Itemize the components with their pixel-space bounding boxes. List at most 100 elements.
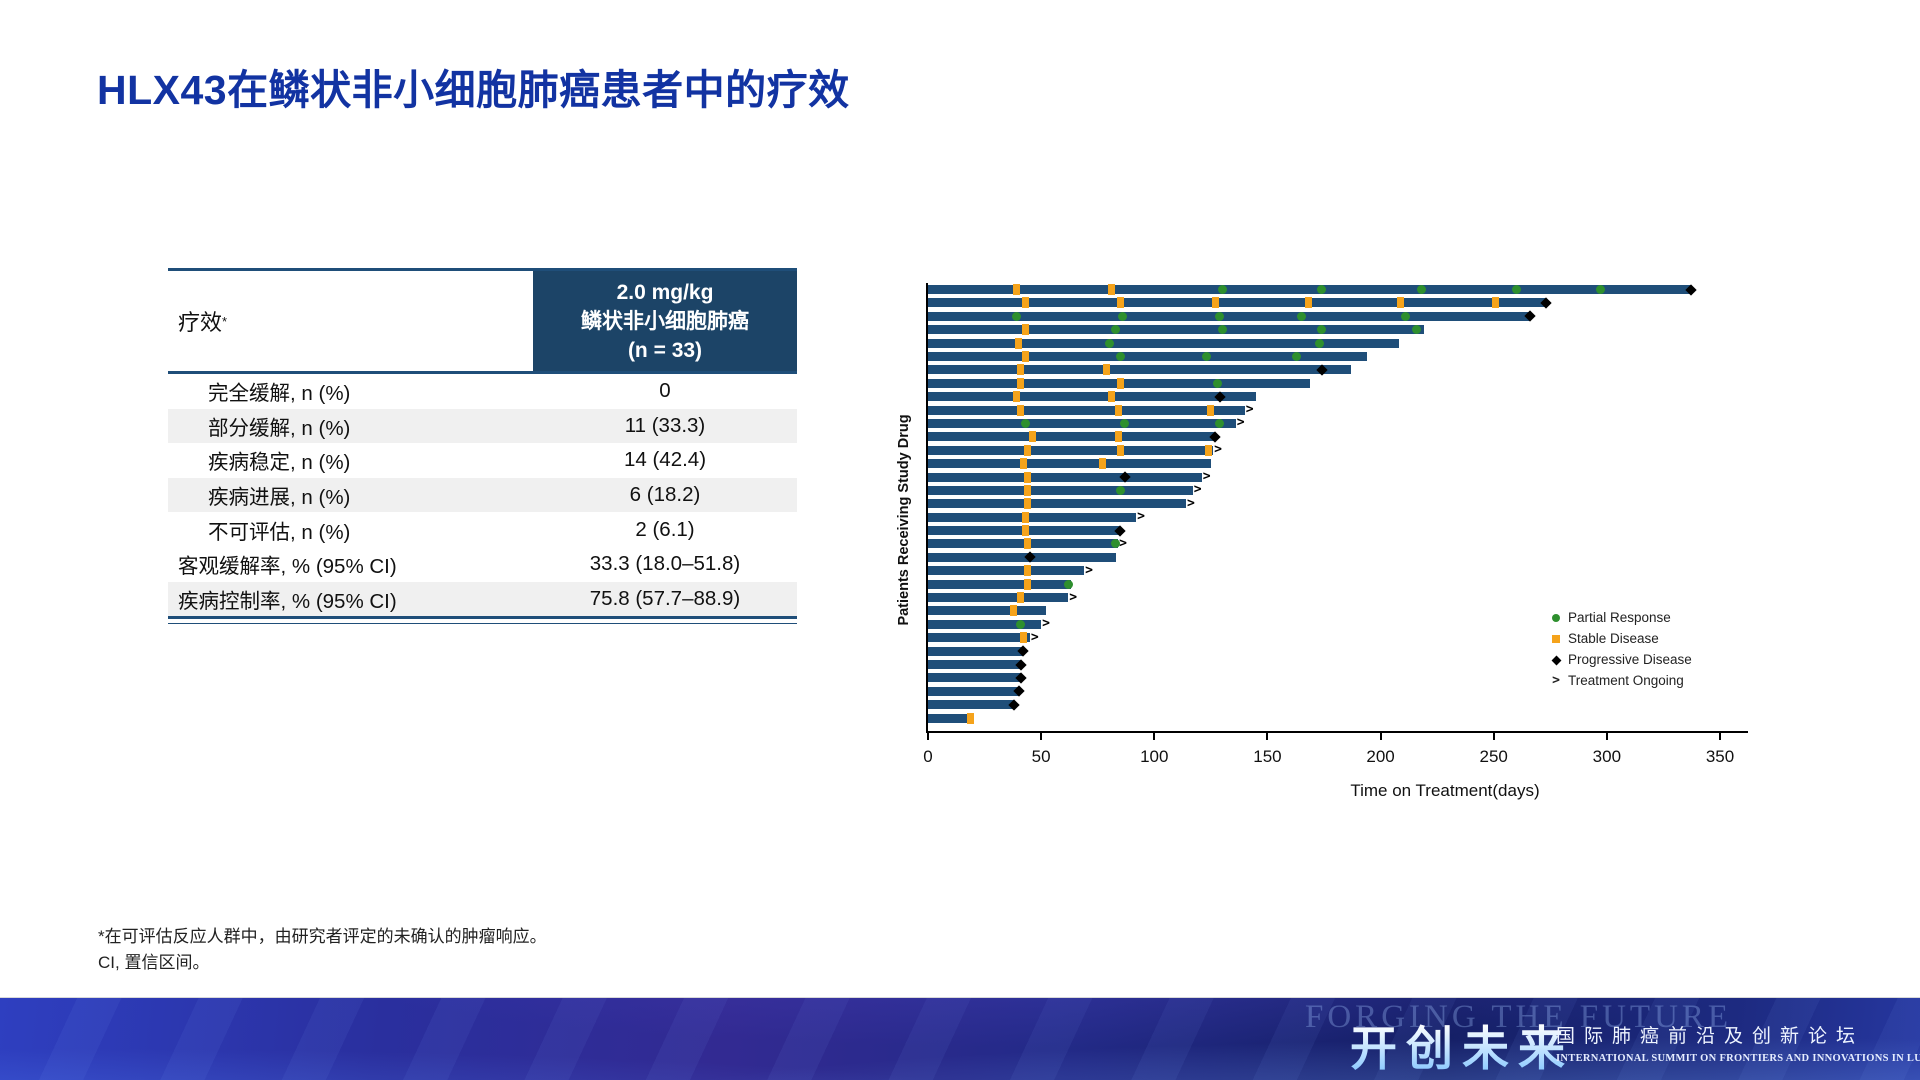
stable-disease-marker [1207,404,1215,416]
treatment-ongoing-arrow: > [1186,495,1195,511]
treatment-ongoing-arrow: > [1030,629,1039,645]
patient-bar-row [928,364,1365,376]
table-row-label: 完全缓解, n (%) [208,382,351,406]
patient-bar-row [928,390,1270,403]
treatment-bar [928,539,1119,549]
partial-response-marker [1217,325,1227,335]
treatment-ongoing-arrow: > [1193,482,1202,498]
partial-response-marker [1020,418,1030,428]
x-axis-title: Time on Treatment(days) [1350,781,1540,800]
conference-subtitle-cn: 国际肺癌前沿及创新论坛 [1556,1026,1865,1047]
treatment-ongoing-arrow: > [1245,402,1254,418]
table-bottom-border [168,616,797,620]
x-axis-tick-label: 350 [1705,747,1735,766]
stable-disease-marker [1116,377,1124,389]
partial-response-marker [1511,285,1521,294]
patient-bar-row [928,645,1037,657]
stable-disease-marker [1021,511,1029,523]
partial-response-marker [1416,285,1426,294]
table-row: 疾病控制率, % (95% CI) 75.8 (57.7–88.9) [168,581,797,617]
treatment-ongoing-arrow: > [1137,509,1145,525]
stable-disease-marker [1024,471,1032,483]
treatment-bar [928,593,1069,603]
chart-legend: Partial Response Stable Disease Progressiv… [1548,607,1692,691]
stable-disease-marker [1116,297,1124,309]
stable-disease-marker [1015,337,1022,349]
table-row: 疾病进展, n (%) 6 (18.2) [168,477,797,513]
table-row-label: 不可评估, n (%) [208,520,351,544]
stable-disease-marker [1021,525,1029,537]
patient-bar-row [928,350,1381,362]
partial-response-marker [1011,311,1021,321]
table-header-endpoint: 疗效 * [168,271,533,371]
patient-bar-row: > [928,562,1098,578]
stable-disease-marker [967,712,975,724]
partial-response-marker [1104,338,1114,348]
partial-response-marker [1063,579,1073,589]
page-title: HLX43在鳞状非小细胞肺癌患者中的疗效 [97,67,850,113]
table-header-dose-line-1: 2.0 mg/kg [616,280,714,304]
footnote-line-2: CI, 置信区间。 [98,953,210,972]
stable-disease-marker [1211,297,1219,309]
footer-banner [0,997,1920,1080]
treatment-ongoing-arrow: > [1236,415,1245,431]
patient-bar-row: > [928,482,1207,497]
partial-response-marker [1314,338,1324,348]
stable-disease-marker [1107,391,1115,403]
table-row: 客观缓解率, % (95% CI) 33.3 (18.0–51.8) [168,547,797,582]
stable-disease-marker [1024,498,1032,510]
conference-subtitle-en: INTERNATIONAL SUMMIT ON FRONTIERS AND IN… [1556,1053,1920,1064]
stable-disease-marker [1021,324,1029,336]
table-row-value: 6 (18.2) [629,483,701,507]
x-axis-tick-label: 0 [923,747,933,766]
treatment-ongoing-arrow: > [1085,562,1093,578]
x-axis-tick [1492,733,1495,740]
treatment-bar [928,459,1211,469]
legend-label: Progressive Disease [1568,652,1692,667]
treatment-bar [928,311,1530,321]
treatment-bar [928,673,1021,683]
x-axis-tick [927,733,929,740]
treatment-ongoing-arrow: > [1214,442,1222,458]
x-axis-tick [1379,733,1382,740]
partial-response-marker [1115,351,1125,361]
treatment-bar [928,700,1014,710]
stable-disease-marker [1019,632,1027,644]
x-axis-tick-label: 300 [1592,747,1622,766]
stable-disease-marker [1021,350,1029,362]
stable-disease-marker [1028,431,1036,443]
legend-item: > Treatment Ongoing [1548,670,1692,691]
partial-response-marker [1016,619,1026,629]
table-row-value: 0 [659,379,671,403]
patient-bar-row: > [928,415,1250,430]
table-header-dose-cell: 2.0 mg/kg 鳞状非小细胞肺癌 (n = 33) [533,271,797,371]
treatment-bar [928,646,1024,656]
stable-disease-marker [1098,458,1106,470]
stable-disease-marker [1304,297,1312,309]
treatment-bar [928,606,1046,616]
table-row-value: 14 (42.4) [623,448,707,472]
treatment-bar [928,338,1399,348]
treatment-bar [928,660,1021,670]
partial-response-marker [1317,325,1327,335]
square-legend-icon [1548,631,1564,646]
patient-bar-row [928,578,1085,590]
patient-bar-row: > [928,536,1132,551]
x-axis-tick [1266,733,1269,740]
legend-label: Partial Response [1568,610,1671,625]
treatment-bar [928,285,1691,294]
table-row-value: 11 (33.3) [624,413,706,437]
table-header-row: 疗效 * 2.0 mg/kg 鳞状非小细胞肺癌 (n = 33) [168,271,797,374]
y-axis-title: Patients Receiving Study Drug [896,414,912,626]
patient-bar-row [928,458,1225,470]
partial-response-marker [1213,378,1223,388]
treatment-bar [928,552,1116,562]
stable-disease-marker [1397,297,1405,309]
table-row-label: 疾病进展, n (%) [208,486,351,510]
partial-response-marker [1111,539,1121,549]
patient-bar-row [928,712,987,724]
x-axis-tick-label: 200 [1366,747,1395,766]
treatment-ongoing-arrow: > [1202,469,1211,484]
patient-bar-row: > [928,616,1055,631]
